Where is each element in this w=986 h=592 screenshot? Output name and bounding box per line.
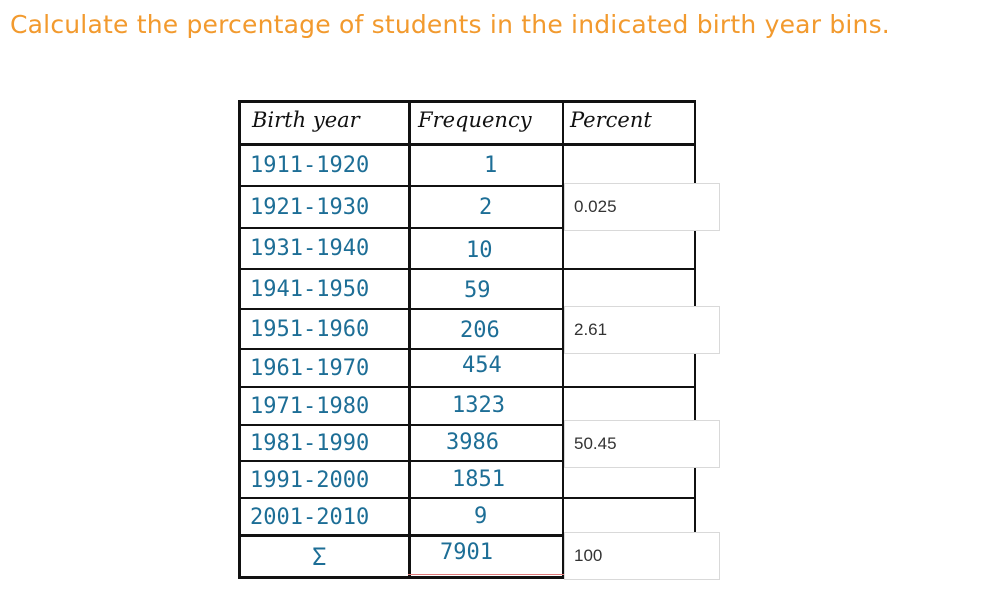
grid-line — [238, 100, 241, 579]
grid-line — [238, 308, 696, 310]
row-years: 2001-2010 — [250, 505, 370, 530]
row-years: 1921-1930 — [250, 195, 370, 220]
percent-input-total[interactable] — [564, 532, 720, 580]
percent-input-1921-1930[interactable] — [564, 183, 720, 231]
percent-input-1981-1990[interactable] — [564, 420, 720, 468]
row-years: 1931-1940 — [250, 236, 370, 261]
grid-line — [238, 268, 696, 270]
question-prompt: Calculate the percentage of students in … — [10, 10, 890, 39]
grid-line — [238, 534, 696, 537]
grid-line — [238, 460, 696, 462]
grid-line — [238, 424, 696, 426]
row-years: 1971-1980 — [250, 394, 370, 419]
row-frequency: 1851 — [452, 467, 505, 492]
header-frequency: Frequency — [418, 108, 532, 132]
header-birth-year: Birth year — [252, 108, 360, 132]
total-frequency: 7901 — [440, 540, 493, 565]
grid-line — [238, 576, 696, 579]
grid-line — [238, 100, 696, 103]
row-frequency: 1323 — [452, 393, 505, 418]
grid-line — [238, 348, 696, 350]
row-years: 1911-1920 — [250, 153, 370, 178]
grid-line — [238, 185, 696, 187]
grid-line — [238, 386, 696, 388]
row-frequency: 2 — [479, 195, 493, 220]
grid-line — [238, 143, 696, 146]
grid-line — [562, 100, 564, 579]
row-frequency: 206 — [460, 318, 500, 343]
row-frequency: 3986 — [446, 430, 499, 455]
row-frequency: 454 — [462, 353, 502, 378]
row-years: 1961-1970 — [250, 356, 370, 381]
total-symbol: Σ — [312, 543, 327, 571]
row-years: 1941-1950 — [250, 277, 370, 302]
percent-input-1951-1960[interactable] — [564, 306, 720, 354]
row-frequency: 9 — [474, 504, 488, 529]
row-frequency: 10 — [466, 238, 493, 263]
row-years: 1991-2000 — [250, 468, 370, 493]
grid-line — [238, 497, 696, 499]
input-underline — [408, 574, 564, 575]
header-percent: Percent — [570, 108, 652, 132]
row-years: 1951-1960 — [250, 317, 370, 342]
row-years: 1981-1990 — [250, 431, 370, 456]
row-frequency: 59 — [464, 278, 491, 303]
grid-line — [238, 227, 696, 229]
row-frequency: 1 — [484, 153, 498, 178]
grid-line — [408, 100, 411, 579]
